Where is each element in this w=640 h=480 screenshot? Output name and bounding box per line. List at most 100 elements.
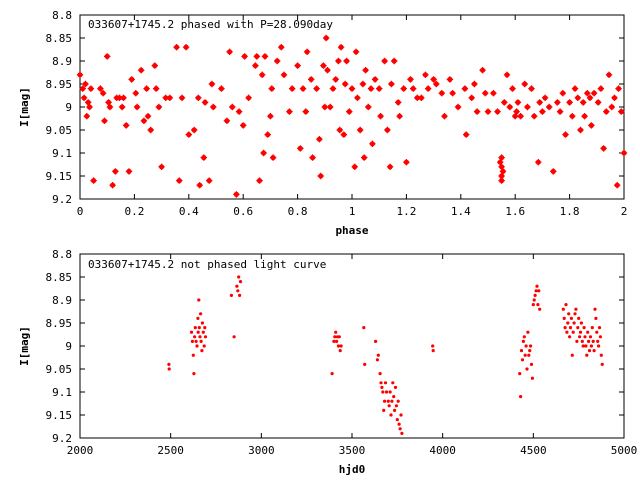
- phased-plot-data-point-cross: [155, 103, 163, 111]
- unphased-plot-data-point: [236, 289, 240, 293]
- phased-plot-data-point-cross: [371, 76, 379, 83]
- unphased-plot-data-point: [381, 390, 385, 394]
- unphased-plot-data-point: [537, 289, 541, 293]
- unphased-plot-data-point: [400, 431, 404, 435]
- phased-plot-data-point-cross: [342, 80, 349, 88]
- phased-plot-data-point-cross: [80, 94, 88, 101]
- unphased-plot-data-point: [577, 316, 581, 320]
- phased-plot-data-point-cross: [395, 99, 402, 106]
- phased-plot-data-point-cross: [322, 34, 330, 42]
- unphased-plot-data-point: [535, 284, 539, 288]
- phased-plot-data-point-cross: [400, 85, 407, 92]
- unphased-plot-data-point: [333, 335, 337, 339]
- unphased-plot-data-point: [383, 381, 388, 385]
- phased-plot-data-point-cross: [112, 168, 119, 175]
- phased-plot-data-point-cross: [494, 108, 501, 115]
- phased-plot-data-point-cross: [588, 122, 595, 129]
- phased-plot-data-point-cross: [240, 122, 247, 129]
- phased-plot-data-point-cross: [82, 80, 89, 88]
- phased-plot-ytick-label: 9.05: [46, 124, 73, 137]
- phased-plot-data-point-cross: [106, 103, 114, 111]
- unphased-plot-data-point: [524, 344, 528, 348]
- phased-plot-data-point-cross: [229, 103, 236, 111]
- phased-plot-data-point-cross: [521, 80, 528, 88]
- phased-plot-data-point-cross: [359, 80, 367, 88]
- unphased-plot-data-point: [397, 422, 401, 426]
- phased-plot-ytick-label: 9.15: [46, 170, 73, 183]
- unphased-plot-data-point: [378, 372, 382, 376]
- unphased-plot-data-point: [597, 344, 601, 348]
- unphased-plot-data-point: [600, 362, 604, 366]
- unphased-plot-data-point: [568, 335, 572, 339]
- phased-plot-data-point-cross: [597, 85, 605, 92]
- phased-plot-data-point-cross: [109, 182, 116, 189]
- phased-plot-data-point-cross: [308, 76, 315, 83]
- unphased-plot-data-point: [585, 353, 589, 357]
- phased-plot-data-point-cross: [503, 71, 511, 78]
- phased-plot-data-point-cross: [498, 154, 505, 161]
- phased-plot-xlabel: phase: [335, 224, 368, 237]
- unphased-plot-data-point: [337, 335, 341, 339]
- unphased-plot-data-point: [579, 321, 584, 325]
- unphased-plot-data-point: [532, 298, 536, 302]
- phased-plot-data-point-cross: [506, 103, 513, 111]
- phased-plot-data-point-cross: [550, 168, 557, 175]
- phased-plot-data-point-cross: [463, 131, 470, 138]
- phased-plot-data-point-cross: [361, 154, 368, 161]
- phased-plot-data-point-cross: [235, 108, 243, 115]
- unphased-plot-data-point: [519, 395, 523, 399]
- unphased-plot-data-point: [581, 344, 585, 348]
- phased-plot-data-point-cross: [482, 90, 489, 97]
- phased-plot-data-point-cross: [471, 80, 478, 88]
- unphased-plot-data-point: [394, 404, 398, 408]
- phased-plot-xtick-label: 1: [349, 205, 356, 218]
- unphased-plot-ticks: 2000 2500 3000 3500 4000 4500 5000 8.8 8.85 8.9 8.…: [46, 248, 638, 457]
- phased-plot-data-point-cross: [294, 62, 301, 69]
- phased-plot-data-point-cross: [208, 80, 216, 88]
- phased-plot-data-point-cross: [335, 57, 342, 65]
- unphased-plot-data-point: [595, 330, 599, 334]
- unphased-plot-data-point: [561, 307, 565, 311]
- phased-plot-data-point-cross: [539, 108, 546, 115]
- unphased-plot-data-point: [586, 330, 590, 334]
- phased-plot-panel: 0 0.2 0.4 0.6 0.8 1 1.2 1.4 1.6 1.8 2 8.8 8.85 8.9 8.9…: [18, 9, 627, 237]
- phased-plot-data-point-cross: [362, 67, 369, 74]
- unphased-plot-ytick-label: 9: [65, 340, 72, 353]
- phased-plot-data-point-cross: [535, 159, 542, 166]
- unphased-plot-xtick-label: 2000: [67, 444, 94, 457]
- phased-plot-data-point-cross: [484, 108, 492, 115]
- phased-plot-data-point-cross: [351, 163, 358, 170]
- phased-plot-data-point-cross: [541, 94, 549, 101]
- unphased-plot-data-point: [386, 399, 390, 403]
- phased-plot-data-point-cross: [76, 71, 84, 78]
- phased-plot-data-point-cross: [256, 177, 263, 184]
- phased-plot-data-point-cross: [309, 154, 316, 161]
- phased-plot-data-point-cross: [133, 103, 141, 111]
- unphased-plot-data-point: [530, 376, 535, 380]
- phased-plot-data-point-cross: [554, 99, 561, 106]
- unphased-plot-ytick-label: 9.1: [52, 386, 72, 399]
- phased-plot-data-point-cross: [90, 177, 97, 184]
- unphased-plot-data-point: [594, 316, 598, 320]
- phased-plot-xtick-label: 1.8: [560, 205, 580, 218]
- phased-plot-data-point-cross: [105, 99, 112, 106]
- unphased-plot-data-point: [395, 418, 399, 422]
- phased-plot-data-point-cross: [132, 90, 139, 97]
- unphased-plot-data-point: [519, 349, 524, 353]
- phased-plot-data-point-cross: [267, 113, 274, 120]
- phased-plot-data-point-cross: [316, 136, 323, 143]
- unphased-plot-data-point: [531, 303, 535, 307]
- unphased-plot-data-point: [190, 339, 194, 343]
- unphased-plot-data-point: [238, 280, 243, 284]
- unphased-plot-data-point: [521, 339, 526, 343]
- phased-plot-data-point-cross: [574, 94, 581, 101]
- phased-plot-data-point-cross: [531, 113, 538, 120]
- phased-plot-data-point-cross: [571, 85, 579, 92]
- phased-plot-data-point-cross: [104, 53, 111, 60]
- phased-plot-data-point-cross: [514, 99, 522, 106]
- phased-plot-data-point-cross: [245, 94, 252, 101]
- phased-plot-data-point-cross: [386, 163, 394, 170]
- phased-plot-data-point-cross: [336, 126, 343, 134]
- unphased-plot-ylabel: I[mag]: [18, 326, 31, 366]
- phased-plot-data-point-cross: [286, 108, 293, 115]
